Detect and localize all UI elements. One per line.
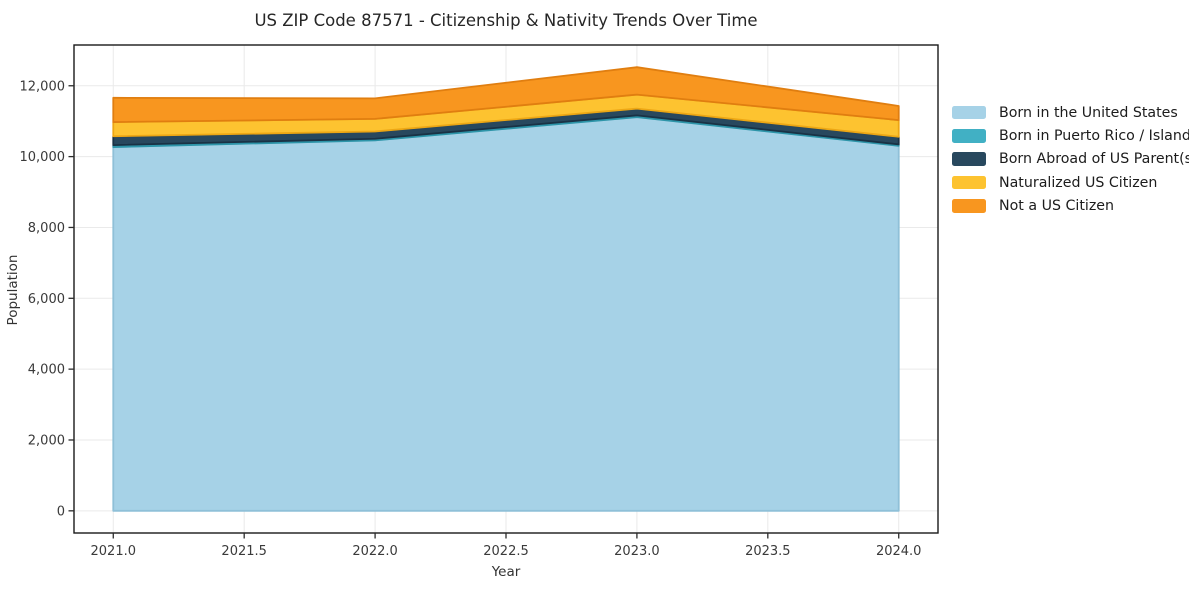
x-tick-label: 2024.0 <box>876 544 922 559</box>
x-tick-label: 2022.5 <box>483 544 529 559</box>
legend-item: Born in the United States <box>952 101 1189 124</box>
y-tick-label: 6,000 <box>28 292 65 307</box>
y-tick-label: 0 <box>57 504 65 519</box>
legend-swatch-icon <box>952 152 986 166</box>
y-tick-label: 12,000 <box>20 79 66 94</box>
legend-swatch-icon <box>952 105 986 120</box>
y-tick-label: 8,000 <box>28 221 65 236</box>
legend-item: Born Abroad of US Parent(s) <box>952 148 1189 171</box>
area-born-in-the-united-states <box>112 116 900 512</box>
x-axis-label: Year <box>491 564 521 580</box>
legend-swatch-icon <box>952 199 986 213</box>
y-tick-label: 2,000 <box>28 433 65 448</box>
legend-item: Born in Puerto Rico / Islands <box>952 124 1189 147</box>
x-tick-label: 2023.5 <box>745 544 791 559</box>
x-tick-label: 2023.0 <box>614 544 660 559</box>
x-tick-label: 2022.0 <box>352 544 398 559</box>
legend-swatch-icon <box>952 175 986 190</box>
legend-swatch-icon <box>952 129 986 143</box>
legend-item-label: Born Abroad of US Parent(s) <box>999 151 1189 168</box>
legend-item-label: Born in Puerto Rico / Islands <box>999 127 1189 144</box>
legend-item: Naturalized US Citizen <box>952 171 1189 194</box>
legend: Born in the United States Born in Puerto … <box>952 101 1189 217</box>
x-tick-label: 2021.0 <box>91 544 137 559</box>
legend-item-label: Not a US Citizen <box>999 197 1114 214</box>
legend-item-label: Born in the United States <box>999 104 1178 121</box>
area-not-a-us-citizen <box>112 66 900 123</box>
x-tick-label: 2021.5 <box>221 544 267 559</box>
y-axis-label: Population <box>5 255 21 326</box>
y-tick-label: 4,000 <box>28 363 65 378</box>
y-tick-label: 10,000 <box>20 150 66 165</box>
legend-item: Not a US Citizen <box>952 194 1189 217</box>
plot-layer: 2021.0 2021.5 2022.0 2022.5 2023.0 2023.5 2024… <box>20 44 939 559</box>
chart-title: US ZIP Code 87571 - Citizenship & Nativi… <box>254 11 757 30</box>
legend-item-label: Naturalized US Citizen <box>999 174 1158 191</box>
